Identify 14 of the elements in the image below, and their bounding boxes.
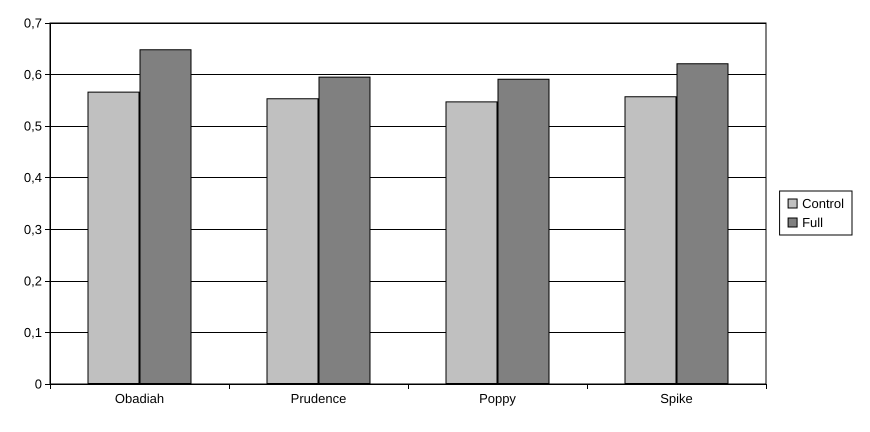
x-tick-label: Spike	[660, 391, 693, 406]
y-tick-label: 0,4	[24, 170, 42, 186]
y-tick-label: 0,7	[24, 16, 42, 30]
legend-label: Control	[802, 196, 844, 211]
y-tick-label: 0,2	[24, 273, 42, 288]
y-tick-label: 0	[34, 376, 42, 392]
y-tick-label: 0,5	[24, 118, 42, 134]
y-tick-label: 0,3	[24, 222, 42, 237]
y-tick-label: 0,6	[24, 67, 42, 82]
x-tick-label: Obadiah	[114, 391, 164, 406]
x-tick-label: Prudence	[290, 391, 346, 406]
y-tick-label: 0,1	[24, 324, 42, 340]
legend-label: Full	[802, 215, 824, 230]
x-tick-label: Poppy	[479, 391, 516, 406]
